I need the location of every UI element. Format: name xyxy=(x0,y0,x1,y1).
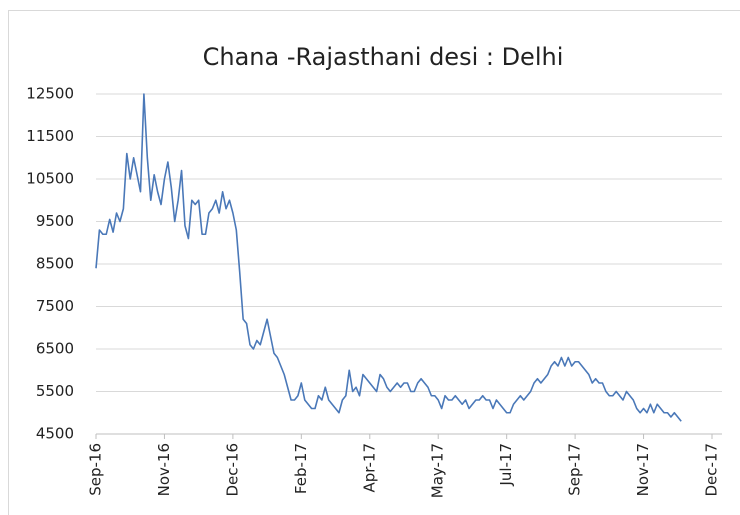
y-tick-label: 5500 xyxy=(36,382,74,400)
chart-title: Chana -Rajasthani desi : Delhi xyxy=(203,43,564,71)
y-tick-label: 7500 xyxy=(36,297,74,315)
y-tick-label: 10500 xyxy=(26,170,74,188)
y-tick-label: 11500 xyxy=(26,127,74,145)
x-tick-label: Sep-17 xyxy=(566,443,584,496)
y-tick-label: 8500 xyxy=(36,255,74,273)
x-tick-label: Dec-17 xyxy=(703,443,721,497)
x-tick-label: Feb-17 xyxy=(292,443,310,494)
line-series xyxy=(95,93,682,422)
x-tick-label: Nov-17 xyxy=(634,443,652,496)
x-tick-label: Nov-16 xyxy=(155,443,173,496)
y-tick-label: 4500 xyxy=(36,425,74,443)
chart-border xyxy=(8,10,740,515)
x-tick-label: May-17 xyxy=(429,443,447,498)
x-tick-label: Jul-17 xyxy=(497,443,515,487)
x-tick-label: Dec-16 xyxy=(223,443,241,497)
x-tick-label: Apr-17 xyxy=(360,443,378,493)
y-tick-label: 6500 xyxy=(36,340,74,358)
x-tick-label: Sep-16 xyxy=(87,443,105,496)
y-tick-label: 12500 xyxy=(26,85,74,103)
y-tick-label: 9500 xyxy=(36,212,74,230)
